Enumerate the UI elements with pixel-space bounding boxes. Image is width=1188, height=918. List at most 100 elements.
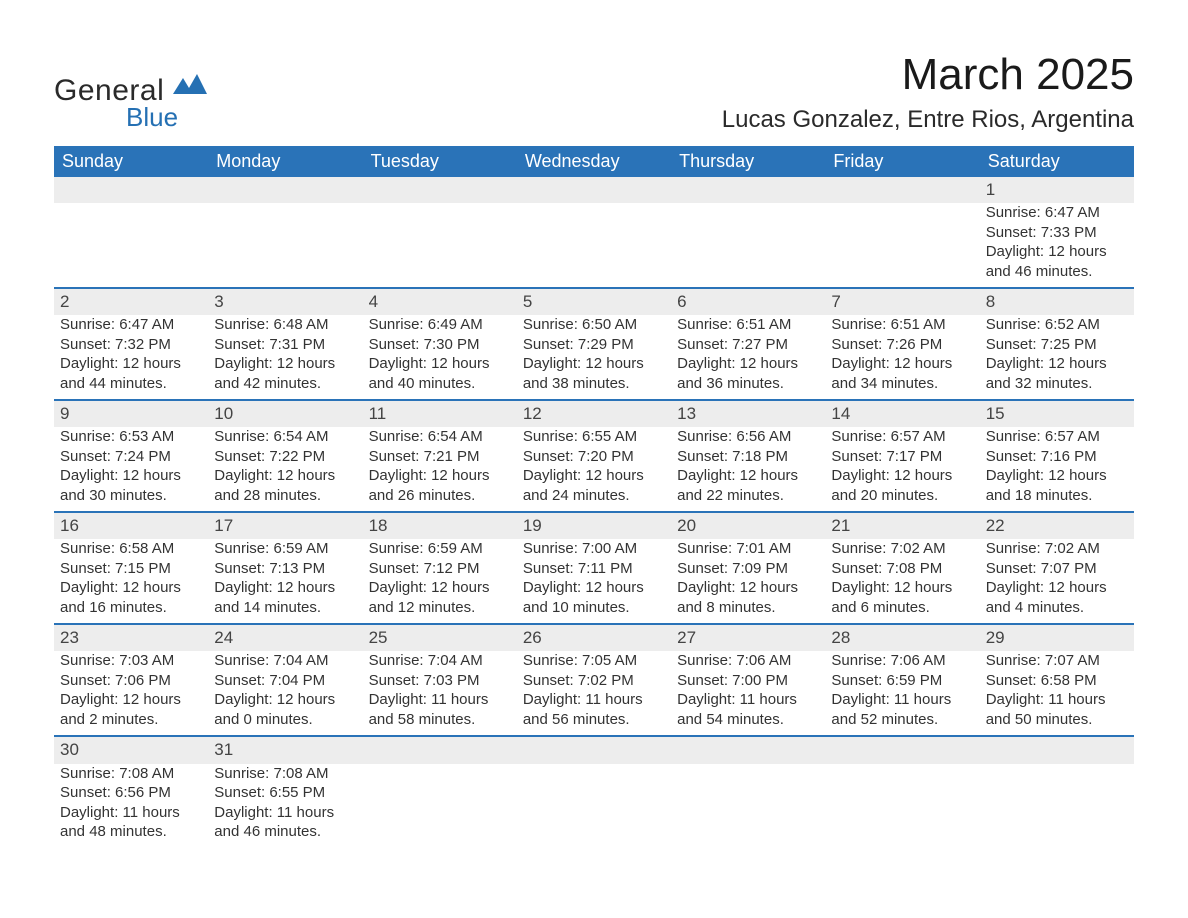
daylight-text: and 26 minutes. (369, 486, 511, 506)
sunset-text: Sunset: 7:18 PM (677, 447, 819, 467)
sunrise-text: Sunrise: 7:02 AM (986, 539, 1128, 559)
sunset-text: Sunset: 6:59 PM (831, 671, 973, 691)
sunset-text: Sunset: 7:26 PM (831, 335, 973, 355)
day-number-cell: 29 (980, 624, 1134, 651)
sunrise-text: Sunrise: 7:07 AM (986, 651, 1128, 671)
day-number-cell: 7 (825, 288, 979, 315)
day-number-cell (208, 177, 362, 203)
daylight-text: and 46 minutes. (986, 262, 1128, 282)
day-number-cell: 25 (363, 624, 517, 651)
weekday-header: Sunday (54, 146, 208, 177)
weekday-header-row: Sunday Monday Tuesday Wednesday Thursday… (54, 146, 1134, 177)
daylight-text: Daylight: 12 hours (677, 354, 819, 374)
day-detail-cell: Sunrise: 6:57 AMSunset: 7:17 PMDaylight:… (825, 427, 979, 512)
day-number-cell: 9 (54, 400, 208, 427)
day-number-row: 3031 (54, 736, 1134, 763)
daylight-text: Daylight: 12 hours (986, 466, 1128, 486)
day-detail-cell: Sunrise: 6:59 AMSunset: 7:12 PMDaylight:… (363, 539, 517, 624)
day-number-cell: 8 (980, 288, 1134, 315)
daylight-text: Daylight: 12 hours (214, 466, 356, 486)
day-detail-cell: Sunrise: 7:06 AMSunset: 6:59 PMDaylight:… (825, 651, 979, 736)
day-number-cell (363, 177, 517, 203)
daylight-text: and 20 minutes. (831, 486, 973, 506)
sunrise-text: Sunrise: 6:52 AM (986, 315, 1128, 335)
daylight-text: Daylight: 12 hours (523, 354, 665, 374)
sunrise-text: Sunrise: 7:01 AM (677, 539, 819, 559)
header: General Blue March 2025 Lucas Gonzalez, … (54, 50, 1134, 134)
sunset-text: Sunset: 7:03 PM (369, 671, 511, 691)
day-number-cell: 22 (980, 512, 1134, 539)
sunrise-text: Sunrise: 7:08 AM (214, 764, 356, 784)
day-detail-cell: Sunrise: 6:53 AMSunset: 7:24 PMDaylight:… (54, 427, 208, 512)
sunset-text: Sunset: 6:56 PM (60, 783, 202, 803)
daylight-text: and 10 minutes. (523, 598, 665, 618)
daylight-text: Daylight: 12 hours (60, 690, 202, 710)
day-number-cell: 12 (517, 400, 671, 427)
sunset-text: Sunset: 6:58 PM (986, 671, 1128, 691)
day-number-cell: 5 (517, 288, 671, 315)
day-number-cell (980, 736, 1134, 763)
calendar-body: 1 Sunrise: 6:47 AMSunset: 7:33 PMDayligh… (54, 177, 1134, 848)
day-detail-cell (363, 203, 517, 288)
sunset-text: Sunset: 7:22 PM (214, 447, 356, 467)
day-detail-row: Sunrise: 6:47 AMSunset: 7:32 PMDaylight:… (54, 315, 1134, 400)
sunrise-text: Sunrise: 6:48 AM (214, 315, 356, 335)
day-number-cell: 1 (980, 177, 1134, 203)
day-detail-cell: Sunrise: 6:48 AMSunset: 7:31 PMDaylight:… (208, 315, 362, 400)
daylight-text: and 38 minutes. (523, 374, 665, 394)
sunrise-text: Sunrise: 6:54 AM (214, 427, 356, 447)
sunrise-text: Sunrise: 6:51 AM (677, 315, 819, 335)
daylight-text: Daylight: 12 hours (369, 354, 511, 374)
sunset-text: Sunset: 7:02 PM (523, 671, 665, 691)
sunrise-text: Sunrise: 7:00 AM (523, 539, 665, 559)
day-detail-row: Sunrise: 6:53 AMSunset: 7:24 PMDaylight:… (54, 427, 1134, 512)
sunset-text: Sunset: 6:55 PM (214, 783, 356, 803)
sunset-text: Sunset: 7:08 PM (831, 559, 973, 579)
sunrise-text: Sunrise: 7:02 AM (831, 539, 973, 559)
weekday-header: Friday (825, 146, 979, 177)
day-number-cell (671, 736, 825, 763)
day-number-cell: 18 (363, 512, 517, 539)
daylight-text: and 32 minutes. (986, 374, 1128, 394)
daylight-text: and 16 minutes. (60, 598, 202, 618)
daylight-text: Daylight: 12 hours (60, 466, 202, 486)
day-detail-row: Sunrise: 7:03 AMSunset: 7:06 PMDaylight:… (54, 651, 1134, 736)
day-number-row: 16171819202122 (54, 512, 1134, 539)
day-detail-cell: Sunrise: 6:52 AMSunset: 7:25 PMDaylight:… (980, 315, 1134, 400)
day-detail-cell (825, 764, 979, 848)
day-number-row: 23242526272829 (54, 624, 1134, 651)
day-detail-cell: Sunrise: 6:56 AMSunset: 7:18 PMDaylight:… (671, 427, 825, 512)
sunrise-text: Sunrise: 6:59 AM (214, 539, 356, 559)
day-number-cell: 30 (54, 736, 208, 763)
day-detail-cell: Sunrise: 7:05 AMSunset: 7:02 PMDaylight:… (517, 651, 671, 736)
daylight-text: and 22 minutes. (677, 486, 819, 506)
sunrise-text: Sunrise: 6:51 AM (831, 315, 973, 335)
daylight-text: and 58 minutes. (369, 710, 511, 730)
weekday-header: Tuesday (363, 146, 517, 177)
sunset-text: Sunset: 7:15 PM (60, 559, 202, 579)
day-number-cell (363, 736, 517, 763)
sunset-text: Sunset: 7:32 PM (60, 335, 202, 355)
day-detail-cell: Sunrise: 7:02 AMSunset: 7:07 PMDaylight:… (980, 539, 1134, 624)
sunrise-text: Sunrise: 6:56 AM (677, 427, 819, 447)
sunrise-text: Sunrise: 7:04 AM (214, 651, 356, 671)
daylight-text: Daylight: 12 hours (523, 466, 665, 486)
daylight-text: Daylight: 12 hours (986, 578, 1128, 598)
day-detail-cell: Sunrise: 7:03 AMSunset: 7:06 PMDaylight:… (54, 651, 208, 736)
day-number-cell: 3 (208, 288, 362, 315)
day-number-cell: 13 (671, 400, 825, 427)
day-number-cell: 19 (517, 512, 671, 539)
day-detail-cell: Sunrise: 7:00 AMSunset: 7:11 PMDaylight:… (517, 539, 671, 624)
day-number-cell: 21 (825, 512, 979, 539)
daylight-text: and 40 minutes. (369, 374, 511, 394)
day-detail-cell: Sunrise: 7:04 AMSunset: 7:03 PMDaylight:… (363, 651, 517, 736)
daylight-text: Daylight: 12 hours (369, 578, 511, 598)
logo: General Blue (54, 74, 207, 133)
daylight-text: and 50 minutes. (986, 710, 1128, 730)
daylight-text: Daylight: 12 hours (214, 690, 356, 710)
day-number-cell: 20 (671, 512, 825, 539)
daylight-text: Daylight: 12 hours (831, 466, 973, 486)
daylight-text: Daylight: 12 hours (369, 466, 511, 486)
sunrise-text: Sunrise: 6:55 AM (523, 427, 665, 447)
day-detail-cell: Sunrise: 7:04 AMSunset: 7:04 PMDaylight:… (208, 651, 362, 736)
